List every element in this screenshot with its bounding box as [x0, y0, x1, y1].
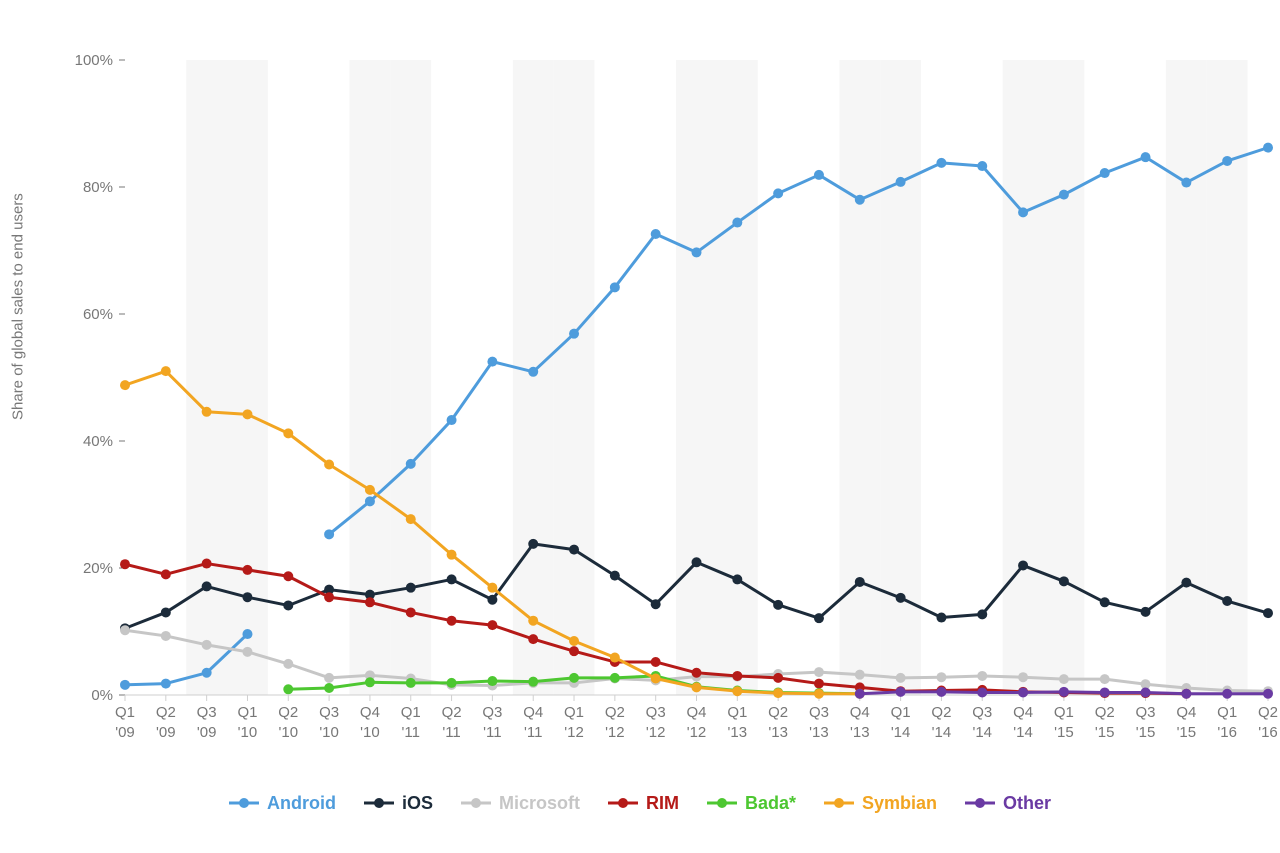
svg-text:Q4: Q4 — [1176, 704, 1196, 721]
legend-item[interactable]: RIM — [608, 793, 679, 814]
legend-item[interactable]: Bada* — [707, 793, 796, 814]
svg-text:'12: '12 — [605, 724, 625, 741]
svg-text:'15: '15 — [1054, 724, 1074, 741]
svg-text:'12: '12 — [687, 724, 707, 741]
svg-text:Q3: Q3 — [319, 704, 339, 721]
svg-text:Q1: Q1 — [401, 704, 421, 721]
legend-label: Other — [1003, 793, 1051, 814]
svg-text:'14: '14 — [972, 724, 992, 741]
legend-item[interactable]: Microsoft — [461, 793, 580, 814]
svg-text:'11: '11 — [483, 724, 501, 741]
svg-text:Q3: Q3 — [197, 704, 217, 721]
svg-text:Q1: Q1 — [564, 704, 584, 721]
svg-text:'09: '09 — [115, 724, 135, 741]
legend-marker-icon — [364, 798, 394, 808]
svg-text:20%: 20% — [83, 560, 113, 577]
legend-label: RIM — [646, 793, 679, 814]
legend-marker-icon — [461, 798, 491, 808]
svg-text:Q2: Q2 — [156, 704, 176, 721]
legend-marker-icon — [965, 798, 995, 808]
svg-text:Q2: Q2 — [1095, 704, 1115, 721]
svg-text:Q4: Q4 — [1013, 704, 1033, 721]
chart-legend: Android iOS Microsoft RIM Bada* Symbian Other — [0, 792, 1280, 814]
svg-text:Q1: Q1 — [1054, 704, 1074, 721]
legend-label: Symbian — [862, 793, 937, 814]
svg-text:'15: '15 — [1177, 724, 1197, 741]
svg-text:'12: '12 — [564, 724, 584, 741]
svg-text:'12: '12 — [646, 724, 666, 741]
legend-item[interactable]: iOS — [364, 793, 433, 814]
svg-text:'16: '16 — [1258, 724, 1278, 741]
legend-item[interactable]: Android — [229, 793, 336, 814]
legend-marker-icon — [707, 798, 737, 808]
svg-text:40%: 40% — [83, 433, 113, 450]
svg-text:Q3: Q3 — [482, 704, 502, 721]
svg-text:Q4: Q4 — [686, 704, 706, 721]
svg-text:Q2: Q2 — [605, 704, 625, 721]
svg-text:'09: '09 — [156, 724, 176, 741]
svg-text:'14: '14 — [1013, 724, 1033, 741]
legend-label: Microsoft — [499, 793, 580, 814]
svg-text:0%: 0% — [91, 687, 113, 704]
svg-text:Q1: Q1 — [891, 704, 911, 721]
svg-text:Q4: Q4 — [523, 704, 543, 721]
svg-text:'15: '15 — [1095, 724, 1115, 741]
legend-item[interactable]: Other — [965, 793, 1051, 814]
svg-text:Q1: Q1 — [1217, 704, 1237, 721]
legend-marker-icon — [824, 798, 854, 808]
svg-text:Q3: Q3 — [972, 704, 992, 721]
y-axis-label: Share of global sales to end users — [10, 193, 27, 420]
svg-text:Q3: Q3 — [809, 704, 829, 721]
svg-text:'10: '10 — [238, 724, 258, 741]
line-chart: Share of global sales to end users 0% 20%… — [0, 0, 1280, 853]
svg-text:'11: '11 — [402, 724, 420, 741]
svg-text:'14: '14 — [891, 724, 911, 741]
svg-text:'16: '16 — [1217, 724, 1237, 741]
legend-item[interactable]: Symbian — [824, 793, 937, 814]
legend-marker-icon — [608, 798, 638, 808]
svg-text:'10: '10 — [319, 724, 339, 741]
svg-text:'13: '13 — [809, 724, 829, 741]
svg-text:'09: '09 — [197, 724, 217, 741]
svg-text:80%: 80% — [83, 179, 113, 196]
svg-text:'10: '10 — [279, 724, 299, 741]
legend-label: iOS — [402, 793, 433, 814]
svg-text:Q2: Q2 — [1258, 704, 1278, 721]
svg-text:Q1: Q1 — [115, 704, 135, 721]
svg-text:Q2: Q2 — [931, 704, 951, 721]
svg-text:Q3: Q3 — [646, 704, 666, 721]
svg-text:'15: '15 — [1136, 724, 1156, 741]
svg-text:Q4: Q4 — [850, 704, 870, 721]
svg-text:60%: 60% — [83, 306, 113, 323]
svg-text:100%: 100% — [75, 52, 113, 69]
svg-text:'10: '10 — [360, 724, 380, 741]
svg-text:'14: '14 — [932, 724, 952, 741]
svg-text:Q2: Q2 — [278, 704, 298, 721]
chart-plot: 0% 20% 40% 60% 80% 100% Q1 '09 Q2 '09 Q3 '09 Q1 '10 Q2… — [0, 0, 1280, 760]
svg-text:Q4: Q4 — [360, 704, 380, 721]
svg-text:'13: '13 — [768, 724, 788, 741]
svg-text:'13: '13 — [728, 724, 748, 741]
svg-text:'13: '13 — [850, 724, 870, 741]
svg-text:Q1: Q1 — [237, 704, 257, 721]
legend-marker-icon — [229, 798, 259, 808]
svg-text:'11: '11 — [442, 724, 460, 741]
svg-text:Q2: Q2 — [442, 704, 462, 721]
svg-text:Q3: Q3 — [1136, 704, 1156, 721]
svg-text:Q2: Q2 — [768, 704, 788, 721]
legend-label: Android — [267, 793, 336, 814]
svg-text:Q1: Q1 — [727, 704, 747, 721]
svg-text:'11: '11 — [524, 724, 542, 741]
legend-label: Bada* — [745, 793, 796, 814]
